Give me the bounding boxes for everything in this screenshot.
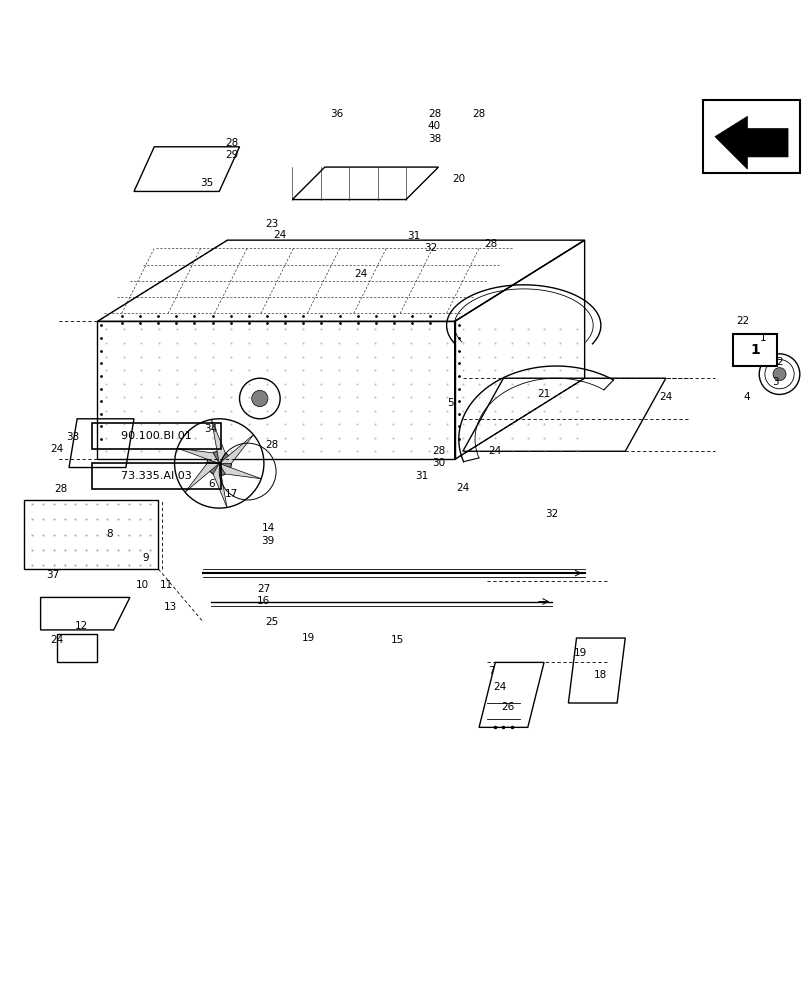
Text: 17: 17	[225, 489, 238, 499]
Circle shape	[207, 451, 231, 476]
Polygon shape	[219, 463, 261, 479]
Text: 30: 30	[431, 458, 444, 468]
Text: 7: 7	[487, 666, 494, 676]
Text: 32: 32	[423, 243, 436, 253]
Text: 31: 31	[415, 471, 428, 481]
Text: 33: 33	[67, 432, 79, 442]
Text: 26: 26	[500, 702, 513, 712]
Text: 39: 39	[261, 536, 274, 546]
Text: 3: 3	[771, 377, 778, 387]
Text: 13: 13	[164, 602, 177, 612]
Polygon shape	[714, 116, 787, 169]
Text: 28: 28	[427, 109, 440, 119]
Polygon shape	[212, 463, 227, 507]
Text: 2: 2	[775, 357, 782, 367]
Text: 28: 28	[472, 109, 485, 119]
Text: 28: 28	[265, 440, 278, 450]
Text: 27: 27	[257, 584, 270, 594]
Text: 28: 28	[54, 484, 67, 494]
Text: 21: 21	[537, 389, 550, 399]
Text: 36: 36	[330, 109, 343, 119]
Text: 24: 24	[273, 230, 286, 240]
Text: 8: 8	[106, 529, 113, 539]
Text: 90.100.BI 01: 90.100.BI 01	[121, 431, 192, 441]
Text: 12: 12	[75, 621, 88, 631]
Text: 1: 1	[759, 333, 766, 343]
Text: 19: 19	[302, 633, 315, 643]
Text: 14: 14	[261, 523, 274, 533]
Text: 38: 38	[427, 134, 440, 144]
Text: 23: 23	[265, 219, 278, 229]
Text: 28: 28	[484, 239, 497, 249]
Text: 16: 16	[257, 596, 270, 606]
Text: 24: 24	[354, 269, 367, 279]
Text: 37: 37	[46, 570, 59, 580]
Text: 11: 11	[160, 580, 173, 590]
Text: 24: 24	[492, 682, 505, 692]
Circle shape	[251, 390, 268, 407]
Text: 18: 18	[594, 670, 607, 680]
Text: 24: 24	[50, 444, 63, 454]
Text: 1: 1	[749, 343, 759, 357]
Text: 4: 4	[743, 392, 749, 402]
Text: 32: 32	[545, 509, 558, 519]
Text: 28: 28	[225, 138, 238, 148]
Text: 24: 24	[488, 446, 501, 456]
Text: 24: 24	[659, 392, 672, 402]
Text: 20: 20	[452, 174, 465, 184]
Text: 29: 29	[225, 150, 238, 160]
Text: 24: 24	[50, 635, 63, 645]
Text: 40: 40	[427, 121, 440, 131]
Polygon shape	[185, 463, 219, 492]
Text: 15: 15	[391, 635, 404, 645]
Text: 5: 5	[447, 398, 453, 408]
Text: 35: 35	[200, 178, 213, 188]
Text: 24: 24	[456, 483, 469, 493]
Text: 73.335.AI 03: 73.335.AI 03	[121, 471, 192, 481]
Polygon shape	[177, 448, 219, 463]
Text: 34: 34	[204, 424, 217, 434]
Text: 28: 28	[431, 446, 444, 456]
Circle shape	[772, 368, 785, 381]
Polygon shape	[211, 419, 225, 463]
Text: 22: 22	[736, 316, 749, 326]
Text: 31: 31	[407, 231, 420, 241]
FancyBboxPatch shape	[702, 100, 799, 173]
Text: 25: 25	[265, 617, 278, 627]
FancyBboxPatch shape	[732, 334, 776, 366]
Polygon shape	[219, 435, 253, 463]
Text: 19: 19	[573, 648, 586, 658]
Text: 10: 10	[135, 580, 148, 590]
Text: 6: 6	[208, 479, 214, 489]
Text: 9: 9	[143, 553, 149, 563]
